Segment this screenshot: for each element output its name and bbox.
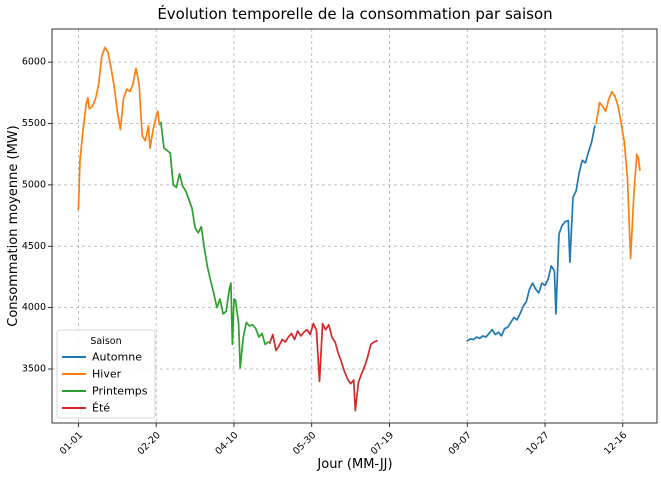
y-tick-label: 5500 — [22, 118, 46, 129]
x-tick-label: 07-19 — [369, 430, 396, 457]
x-axis-label: Jour (MM-JJ) — [316, 457, 392, 472]
y-tick-label: 5000 — [22, 179, 46, 190]
chart-title: Évolution temporelle de la consommation … — [157, 4, 552, 23]
y-tick-label: 4500 — [22, 241, 46, 252]
series-line-automne — [466, 125, 596, 342]
legend-label: Printemps — [92, 385, 148, 398]
legend-label: Été — [92, 402, 110, 415]
x-axis-ticks: 01-01 02-20 04-10 05-30 07-19 09-07 10-27 12-16 — [58, 423, 629, 457]
legend-label: Hiver — [92, 368, 122, 381]
series-line-hiver — [595, 90, 641, 260]
y-tick-label: 4000 — [22, 302, 46, 313]
legend-box — [56, 329, 156, 419]
legend: Saison Automne Hiver Printemps Été — [56, 329, 156, 419]
x-tick-label: 12-16 — [602, 430, 629, 457]
legend-label: Automne — [92, 351, 142, 364]
y-tick-label: 6000 — [22, 57, 46, 68]
x-tick-label: 10-27 — [524, 430, 551, 457]
x-tick-label: 05-30 — [291, 430, 318, 457]
legend-title: Saison — [90, 336, 121, 347]
x-tick-label: 04-10 — [213, 430, 240, 457]
x-tick-label: 01-01 — [58, 430, 85, 457]
plot-frame — [51, 28, 658, 424]
series-lines — [77, 46, 641, 412]
y-tick-label: 3500 — [22, 363, 46, 374]
series-line-été — [268, 322, 378, 412]
y-axis-ticks: 3500 4000 4500 5000 5500 6000 — [22, 57, 52, 374]
series-line-printemps — [160, 121, 270, 369]
x-tick-label: 02-20 — [136, 430, 163, 457]
y-axis-label: Consommation moyenne (MW) — [6, 125, 21, 326]
series-line-hiver — [77, 46, 161, 211]
x-tick-label: 09-07 — [447, 430, 474, 457]
